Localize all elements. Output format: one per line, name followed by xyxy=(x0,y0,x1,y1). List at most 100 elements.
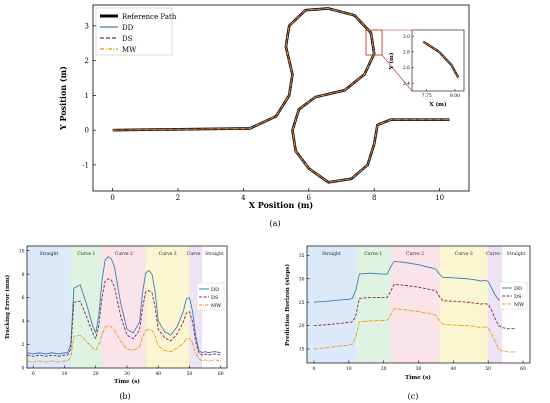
inset-y-tick-label: 2.6 xyxy=(403,65,410,71)
phase-label: Curve 4 xyxy=(187,251,205,257)
x-tick-label: 10 xyxy=(435,194,444,202)
prediction-horizon-panel: Straight Curve 1 Curve 2 Curve 3 Curve 4 Stra… xyxy=(284,245,531,401)
phase-label: Straight xyxy=(322,251,341,257)
phase-region xyxy=(390,246,440,363)
prediction-horizon-regions: Straight Curve 1 Curve 2 Curve 3 Curve 4 Stra… xyxy=(307,246,531,363)
phase-region xyxy=(145,246,190,368)
y-tick-label: 30 xyxy=(299,276,305,282)
x-tick-label: 60 xyxy=(218,371,224,377)
x-tick-label: 20 xyxy=(93,371,99,377)
y-tick-label: 1 xyxy=(85,92,89,100)
prediction-horizon-x-axis-label: Time (s) xyxy=(405,374,431,381)
phase-region xyxy=(307,246,356,363)
inset-x-axis-label: X (m) xyxy=(429,101,447,108)
phase-region xyxy=(27,246,71,368)
legend-label-ds: DS xyxy=(514,294,522,300)
y-tick-label: -1 xyxy=(82,161,89,169)
trajectory-panel: 0 2 4 6 8 10 -1 0 1 2 3 Reference Path DD DS MW X … xyxy=(58,4,470,228)
inset-x-tick-label: 8.00 xyxy=(450,93,460,99)
y-tick-label: 20 xyxy=(299,323,305,329)
prediction-horizon-legend: DD DS MW xyxy=(499,281,528,310)
phase-region xyxy=(439,246,489,363)
tracking-error-panel: Straight Curve 1 Curve 2 Curve 3 Curve 4 Stra… xyxy=(4,245,228,401)
x-tick-label: 0 xyxy=(32,371,35,377)
mw-path-line xyxy=(112,7,450,183)
tracking-error-lines xyxy=(26,256,221,363)
mw-series-line xyxy=(26,325,221,363)
phase-region xyxy=(189,246,202,368)
x-tick-label: 50 xyxy=(187,371,193,377)
trajectory-x-axis-label: X Position (m) xyxy=(249,200,314,210)
y-tick-label: 0 xyxy=(85,127,89,135)
inset-mw-line xyxy=(423,41,459,78)
x-tick-label: 20 xyxy=(381,366,387,372)
inset-lines xyxy=(422,40,460,79)
x-tick-label: 40 xyxy=(155,371,161,377)
mw-series-line xyxy=(313,308,517,353)
phase-region xyxy=(70,246,102,368)
x-tick-label: 40 xyxy=(450,366,456,372)
zoom-region-marker xyxy=(365,29,383,56)
legend-label-mw: MW xyxy=(122,46,137,54)
legend-label-dd: DD xyxy=(122,24,134,32)
inset-ds-line xyxy=(423,41,459,78)
trajectory-legend: Reference Path DD DS MW xyxy=(95,7,177,56)
x-tick-label: 10 xyxy=(62,371,68,377)
trajectory-lines xyxy=(112,7,450,184)
inset-y-axis-label: Y (m) xyxy=(388,52,395,70)
inset-plot-area xyxy=(411,29,465,92)
phase-label: Straight xyxy=(205,251,224,257)
legend-label-ds: DS xyxy=(122,35,133,43)
y-tick-label: 15 xyxy=(299,347,305,353)
trajectory-y-axis-label: Y Position (m) xyxy=(58,66,68,131)
x-tick-label: 10 xyxy=(346,366,352,372)
inset-ticks: 7.75 8.00 2.4 2.6 2.8 3.0 xyxy=(403,34,460,99)
y-tick-label: 4 xyxy=(22,319,25,325)
tracking-error-x-axis-label: Time (s) xyxy=(114,378,140,385)
phase-label: Curve 2 xyxy=(115,251,133,257)
zoom-connector-bottom xyxy=(381,54,413,92)
legend-label-dd: DD xyxy=(514,286,522,292)
x-tick-label: 0 xyxy=(313,366,316,372)
x-tick-label: 6 xyxy=(307,194,312,202)
prediction-horizon-lines xyxy=(313,260,517,353)
y-tick-label: 8 xyxy=(22,272,25,278)
legend-label-reference: Reference Path xyxy=(122,13,177,21)
tracking-error-y-axis-label: Tracking Error (mm) xyxy=(4,274,11,339)
y-tick-label: 35 xyxy=(299,253,305,259)
x-tick-label: 0 xyxy=(110,194,114,202)
x-tick-label: 30 xyxy=(416,366,422,372)
x-tick-label: 30 xyxy=(124,371,130,377)
legend-label-ds: DS xyxy=(211,295,219,301)
y-tick-label: 6 xyxy=(22,295,25,301)
trajectory-ticks: 0 2 4 6 8 10 -1 0 1 2 3 xyxy=(82,22,444,202)
phase-label: Straight xyxy=(39,251,58,257)
x-tick-label: 8 xyxy=(372,194,376,202)
y-tick-label: 10 xyxy=(19,248,25,254)
x-tick-label: 50 xyxy=(485,366,491,372)
dd-series-line xyxy=(26,256,221,355)
zoom-inset: 7.75 8.00 2.4 2.6 2.8 3.0 X (m) Y (m) xyxy=(388,29,465,108)
phase-label: Curve 3 xyxy=(159,251,177,257)
legend-label-mw: MW xyxy=(211,303,222,309)
phase-region xyxy=(102,246,146,368)
phase-label: Curve 3 xyxy=(455,251,473,257)
phase-label: Curve 4 xyxy=(486,251,504,257)
inset-y-tick-label: 2.4 xyxy=(403,81,410,87)
tracking-error-legend: DD DS MW xyxy=(196,282,225,311)
ds-series-line xyxy=(26,278,221,357)
tracking-error-ticks: 0 10 20 30 40 50 60 0 2 4 6 8 10 xyxy=(19,248,224,377)
prediction-horizon-y-axis-label: Prediction Horizon (steps) xyxy=(284,264,291,346)
prediction-horizon-ticks: 0 10 20 30 40 50 60 15 20 25 30 35 xyxy=(299,253,526,372)
caption-c: (c) xyxy=(408,392,419,401)
inset-x-tick-label: 7.75 xyxy=(422,93,432,99)
phase-label: Curve 2 xyxy=(406,251,424,257)
x-tick-label: 4 xyxy=(241,194,246,202)
inset-y-tick-label: 2.8 xyxy=(403,49,410,55)
y-tick-label: 2 xyxy=(22,342,25,348)
caption-b: (b) xyxy=(119,392,130,401)
inset-y-tick-label: 3.0 xyxy=(403,34,410,40)
y-tick-label: 0 xyxy=(22,366,25,372)
phase-label: Curve 1 xyxy=(364,251,382,257)
